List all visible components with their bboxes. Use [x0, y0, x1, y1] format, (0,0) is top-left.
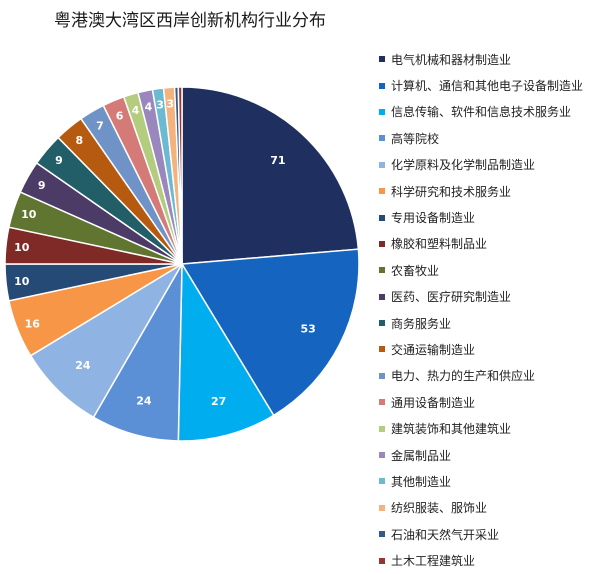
pie-slice	[180, 248, 360, 417]
legend-item: 交通运输制造业	[379, 336, 583, 362]
data-label: 4	[145, 100, 153, 113]
legend-label: 金属制品业	[391, 448, 452, 463]
chart-title: 粤港澳大湾区西岸创新机构行业分布	[54, 11, 326, 31]
pie-slice	[181, 86, 360, 265]
data-label: 10	[14, 241, 30, 254]
legend-item: 土木工程建筑业	[379, 547, 583, 573]
legend-label: 通用设备制造业	[391, 395, 476, 410]
data-label: 4	[132, 104, 140, 117]
legend-item: 纺织服装、服饰业	[379, 495, 583, 521]
legend-item: 金属制品业	[379, 442, 583, 468]
legend-swatch	[379, 531, 385, 538]
legend-swatch	[379, 320, 385, 327]
legend-item: 医药、医疗研究制造业	[379, 284, 583, 310]
legend-item: 建筑装饰和其他建筑业	[379, 415, 583, 441]
data-label: 8	[76, 134, 84, 147]
legend-item: 专用设备制造业	[379, 204, 583, 230]
legend-label: 农畜牧业	[391, 263, 440, 278]
legend-swatch	[379, 293, 385, 300]
legend-swatch	[379, 452, 385, 459]
pie-slice	[177, 261, 275, 442]
legend-item: 科学研究和技术服务业	[379, 178, 583, 204]
legend-label: 科学研究和技术服务业	[391, 184, 512, 199]
legend-label: 专用设备制造业	[391, 211, 476, 226]
legend-label: 交通运输制造业	[391, 342, 476, 357]
legend-swatch	[379, 346, 385, 353]
data-label: 24	[136, 394, 152, 407]
data-label: 3	[156, 98, 164, 111]
legend-label: 化学原料及化学制品制造业	[391, 158, 536, 173]
legend-swatch	[379, 399, 385, 406]
data-label: 27	[211, 395, 226, 408]
legend-label: 石油和天然气开采业	[391, 527, 500, 542]
legend-item: 农畜牧业	[379, 257, 583, 283]
legend-item: 化学原料及化学制品制造业	[379, 152, 583, 178]
legend-label: 医药、医疗研究制造业	[391, 290, 512, 305]
legend-label: 纺织服装、服饰业	[391, 501, 488, 516]
legend-item: 高等院校	[379, 125, 583, 151]
legend-label: 商务服务业	[391, 316, 452, 331]
legend-label: 信息传输、软件和信息技术服务业	[391, 105, 572, 120]
legend-label: 橡胶和塑料制品业	[391, 237, 488, 252]
legend-label: 建筑装饰和其他建筑业	[391, 422, 512, 437]
legend-item: 通用设备制造业	[379, 389, 583, 415]
legend-label: 其他制造业	[391, 474, 452, 489]
legend-item: 橡胶和塑料制品业	[379, 231, 583, 257]
data-label: 16	[25, 317, 41, 330]
data-label: 6	[116, 110, 124, 123]
legend-item: 电气机械和器材制造业	[379, 46, 583, 72]
legend-item: 计算机、通信和其他电子设备制造业	[379, 72, 583, 98]
legend-swatch	[379, 214, 385, 221]
legend-swatch	[379, 504, 385, 511]
legend-item: 其他制造业	[379, 468, 583, 494]
data-label: 7	[96, 119, 104, 132]
legend-swatch	[379, 108, 385, 115]
legend-swatch	[379, 372, 385, 379]
legend-swatch	[379, 557, 385, 564]
legend-swatch	[379, 135, 385, 142]
legend-item: 石油和天然气开采业	[379, 521, 583, 547]
pie-slice	[177, 86, 183, 265]
legend-label: 土木工程建筑业	[391, 554, 476, 569]
legend-swatch	[379, 161, 385, 168]
legend-label: 高等院校	[391, 131, 440, 146]
pie-slice	[92, 263, 183, 442]
legend-swatch	[379, 425, 385, 432]
legend-swatch	[379, 267, 385, 274]
legend-label: 电气机械和器材制造业	[391, 52, 512, 67]
legend-item: 电力、热力的生产和供应业	[379, 363, 583, 389]
data-label: 10	[21, 208, 37, 221]
data-label: 3	[166, 97, 174, 110]
pie-slice	[29, 263, 183, 419]
data-label: 24	[75, 359, 91, 372]
data-label: 53	[301, 322, 316, 335]
legend-swatch	[379, 240, 385, 247]
legend-swatch	[379, 478, 385, 485]
data-label: 9	[55, 154, 63, 167]
data-label: 10	[14, 275, 30, 288]
legend-label: 计算机、通信和其他电子设备制造业	[391, 79, 584, 94]
legend-item: 信息传输、软件和信息技术服务业	[379, 99, 583, 125]
legend-swatch	[379, 56, 385, 63]
data-label: 9	[38, 179, 46, 192]
data-label: 71	[270, 154, 285, 167]
legend: 电气机械和器材制造业计算机、通信和其他电子设备制造业 信息传输、软件和信息技术服务…	[379, 46, 583, 574]
legend-swatch	[379, 82, 385, 89]
legend-swatch	[379, 188, 385, 195]
legend-item: 商务服务业	[379, 310, 583, 336]
legend-label: 电力、热力的生产和供应业	[391, 369, 536, 384]
